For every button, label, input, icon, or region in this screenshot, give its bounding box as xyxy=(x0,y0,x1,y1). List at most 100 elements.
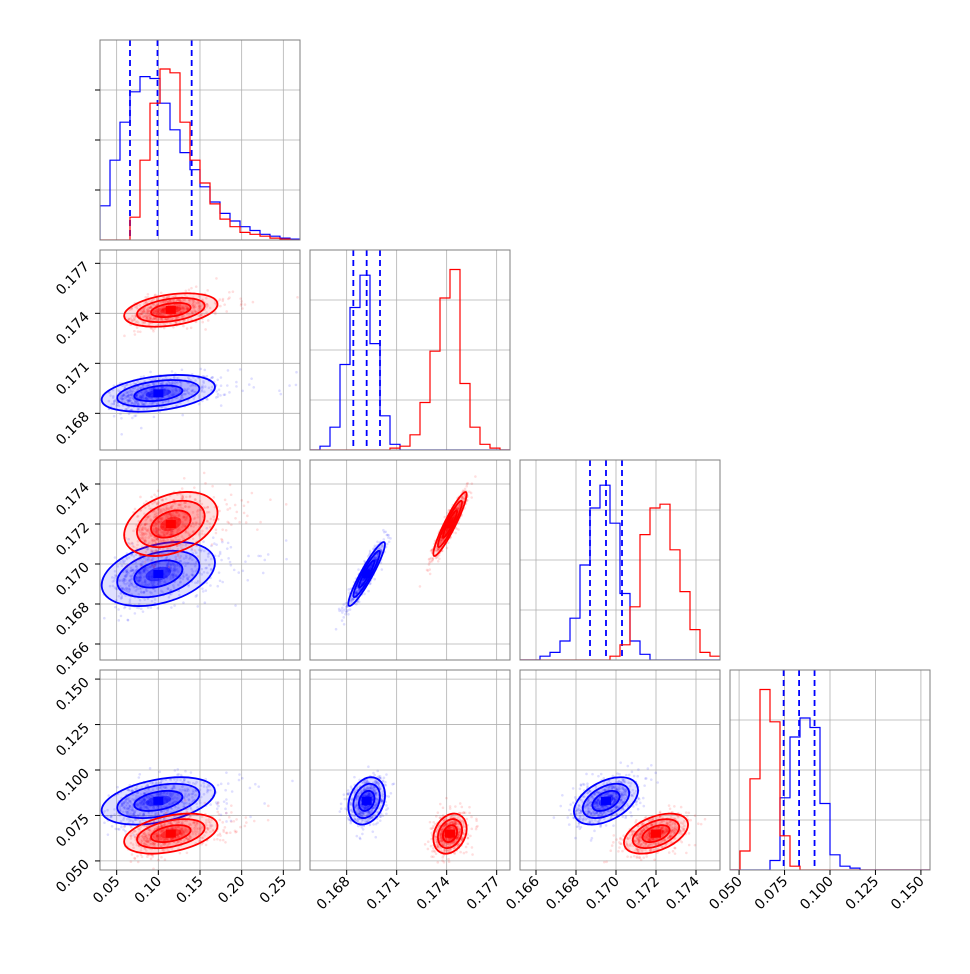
scatter-point xyxy=(465,485,468,488)
scatter-point xyxy=(316,780,319,783)
scatter-point xyxy=(347,613,350,616)
scatter-point xyxy=(211,543,214,546)
scatter-point xyxy=(188,288,191,291)
scatter-point xyxy=(220,559,223,562)
scatter-point xyxy=(122,828,125,831)
scatter-point xyxy=(150,496,153,499)
scatter-point xyxy=(239,297,242,300)
scatter-point xyxy=(234,829,237,832)
scatter-point xyxy=(219,551,222,554)
scatter-point xyxy=(343,623,346,626)
scatter-point xyxy=(230,493,233,496)
scatter-point xyxy=(429,560,432,563)
scatter-point xyxy=(140,608,143,611)
scatter-point xyxy=(222,298,225,301)
scatter-point xyxy=(241,777,244,780)
scatter-point xyxy=(209,803,212,806)
scatter-point xyxy=(430,557,433,560)
scatter-point xyxy=(228,296,231,299)
scatter-point xyxy=(262,572,265,575)
scatter-point xyxy=(227,782,230,785)
scatter-point xyxy=(230,564,233,567)
scatter-point xyxy=(107,833,110,836)
scatter-point xyxy=(136,326,139,329)
scatter-point xyxy=(242,570,245,573)
scatter-point xyxy=(227,542,230,545)
scatter-point xyxy=(363,560,366,563)
scatter-point xyxy=(234,504,237,507)
scatter-point xyxy=(247,501,250,504)
scatter-point xyxy=(230,820,233,823)
scatter-point xyxy=(428,563,431,566)
scatter-point xyxy=(202,590,205,593)
scatter-point xyxy=(470,492,473,495)
scatter-point xyxy=(217,393,220,396)
scatter-point xyxy=(127,564,130,567)
scatter-point xyxy=(226,384,229,387)
scatter-point xyxy=(279,393,282,396)
scatter-point xyxy=(157,490,160,493)
scatter-point xyxy=(381,568,384,571)
scatter-point xyxy=(114,556,117,559)
scatter-panel-2-0 xyxy=(95,470,330,622)
scatter-point xyxy=(244,303,247,306)
scatter-point xyxy=(177,553,180,556)
scatter-point xyxy=(130,860,133,863)
scatter-point xyxy=(226,547,229,550)
scatter-point xyxy=(244,825,247,828)
scatter-point xyxy=(172,326,175,329)
scatter-point xyxy=(119,413,122,416)
scatter-point xyxy=(160,292,163,295)
scatter-point xyxy=(438,557,441,560)
scatter-point xyxy=(217,555,220,558)
scatter-point xyxy=(225,820,228,823)
scatter-point xyxy=(221,581,224,584)
scatter-point xyxy=(241,389,244,392)
scatter-point xyxy=(207,319,210,322)
scatter-point xyxy=(419,585,422,588)
scatter-point xyxy=(249,816,252,819)
scatter-point xyxy=(435,557,438,560)
scatter-point xyxy=(437,560,440,563)
scatter-point xyxy=(221,821,224,824)
scatter-point xyxy=(184,770,187,773)
scatter-point xyxy=(225,529,228,532)
scatter-point xyxy=(291,780,294,783)
scatter-point xyxy=(226,508,229,511)
scatter-point xyxy=(369,550,372,553)
scatter-point xyxy=(216,807,219,810)
scatter-point xyxy=(225,503,228,506)
scatter-point xyxy=(191,547,194,550)
scatter-point xyxy=(199,368,202,371)
scatter-point xyxy=(230,546,233,549)
scatter-point xyxy=(238,779,241,782)
scatter-point xyxy=(145,500,148,503)
scatter-point xyxy=(263,802,266,805)
scatter-point xyxy=(230,811,233,814)
scatter-point xyxy=(245,521,248,524)
scatter-point xyxy=(123,335,126,338)
scatter-point xyxy=(234,604,237,607)
density-peak-red xyxy=(166,306,176,314)
scatter-point xyxy=(204,601,207,604)
scatter-point xyxy=(335,628,338,631)
scatter-point xyxy=(137,558,140,561)
scatter-point xyxy=(180,774,183,777)
scatter-point xyxy=(142,610,145,613)
panel-2-1-grid xyxy=(310,460,510,660)
panel-frame-2-1 xyxy=(310,460,510,660)
scatter-point xyxy=(138,607,141,610)
scatter-point xyxy=(144,561,147,564)
scatter-point xyxy=(226,521,229,524)
scatter-point xyxy=(225,310,228,313)
density-peak-blue xyxy=(153,797,163,805)
scatter-point xyxy=(229,507,232,510)
scatter-point xyxy=(138,776,141,779)
scatter-point xyxy=(107,794,110,797)
scatter-point xyxy=(224,841,227,844)
scatter-point xyxy=(215,390,218,393)
scatter-point xyxy=(190,326,193,329)
scatter-point xyxy=(103,617,106,620)
scatter-point xyxy=(386,534,389,537)
scatter-point xyxy=(224,826,227,829)
